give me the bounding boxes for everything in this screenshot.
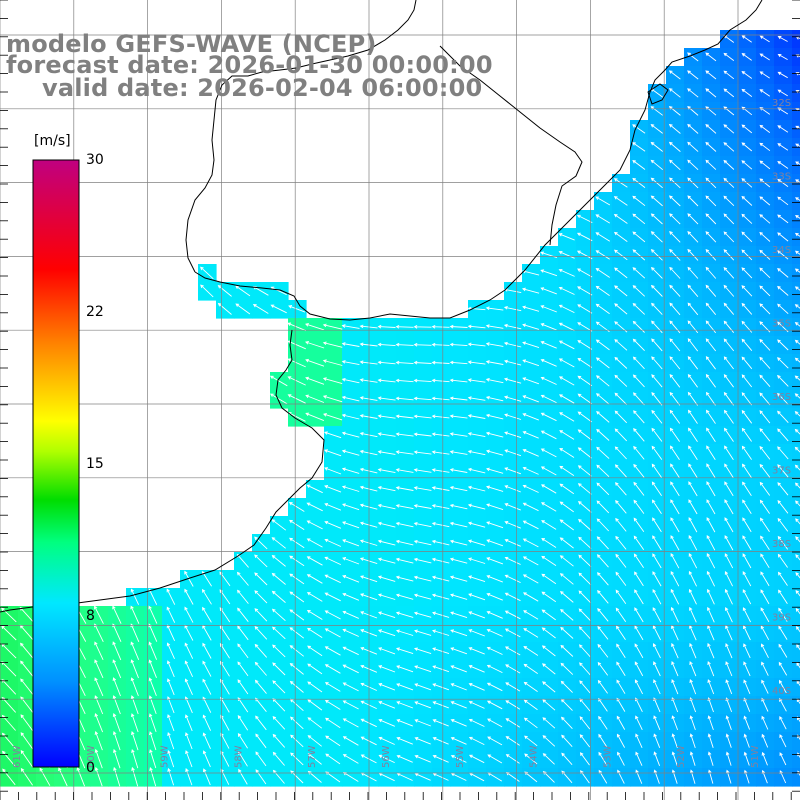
wind-cell [792,372,800,391]
longitude-label: 57W [307,745,318,768]
colorbar-unit: [m/s] [34,133,71,149]
latitude-label: 34S [772,245,791,256]
wind-cell [792,318,800,337]
longitude-label: 54W [529,745,540,768]
wind-cell [792,48,800,67]
wind-cell [792,282,800,301]
wind-cell [792,120,800,139]
colorbar-tick-22: 22 [86,305,104,319]
wind-cell [792,84,800,103]
longitude-label: 59W [160,745,171,768]
colorbar-gradient [33,160,79,767]
colorbar-tick-30: 30 [86,153,104,167]
wind-cell [792,750,800,769]
valid-date: valid date: 2026-02-04 06:00:00 [42,76,482,100]
longitude-label: 53W [602,745,613,768]
wind-cell [792,642,800,661]
wind-cell [792,246,800,265]
wind-cell [792,768,800,787]
wind-cell [792,300,800,319]
wind-cell [792,210,800,229]
colorbar [33,160,79,767]
wind-cell [792,480,800,499]
colorbar-tick-15: 15 [86,457,104,471]
wind-cell [792,354,800,373]
wind-cell [792,228,800,247]
wind-cell [792,336,800,355]
latitude-label: 37S [772,466,791,477]
wind-cell [792,732,800,751]
latitude-label: 40S [772,686,791,697]
colorbar-tick-0: 0 [86,761,95,775]
longitude-label: 52W [676,745,687,768]
latitude-label: 39S [772,613,791,624]
wind-cell [792,174,800,193]
wind-cell [792,624,800,643]
latitude-label: 33S [772,172,791,183]
longitude-label: 55W [455,745,466,768]
wind-cell [792,30,800,49]
wind-cell [792,696,800,715]
wind-cell [792,390,800,409]
longitude-label: 51W [750,745,761,768]
longitude-label: 61W [12,745,23,768]
longitude-label: 58W [233,745,244,768]
latitude-label: 38S [772,539,791,550]
longitude-label: 56W [381,745,392,768]
wind-cell [792,264,800,283]
colorbar-tick-8: 8 [86,609,95,623]
latitude-label: 32S [772,98,791,109]
wind-cell [792,192,800,211]
latitude-label: 36S [772,392,791,403]
latitude-label: 35S [772,319,791,330]
wind-cell [792,66,800,85]
wind-cell [792,102,800,121]
wind-cell [792,408,800,427]
wind-cell [792,714,800,733]
wind-speed-field [0,30,800,787]
